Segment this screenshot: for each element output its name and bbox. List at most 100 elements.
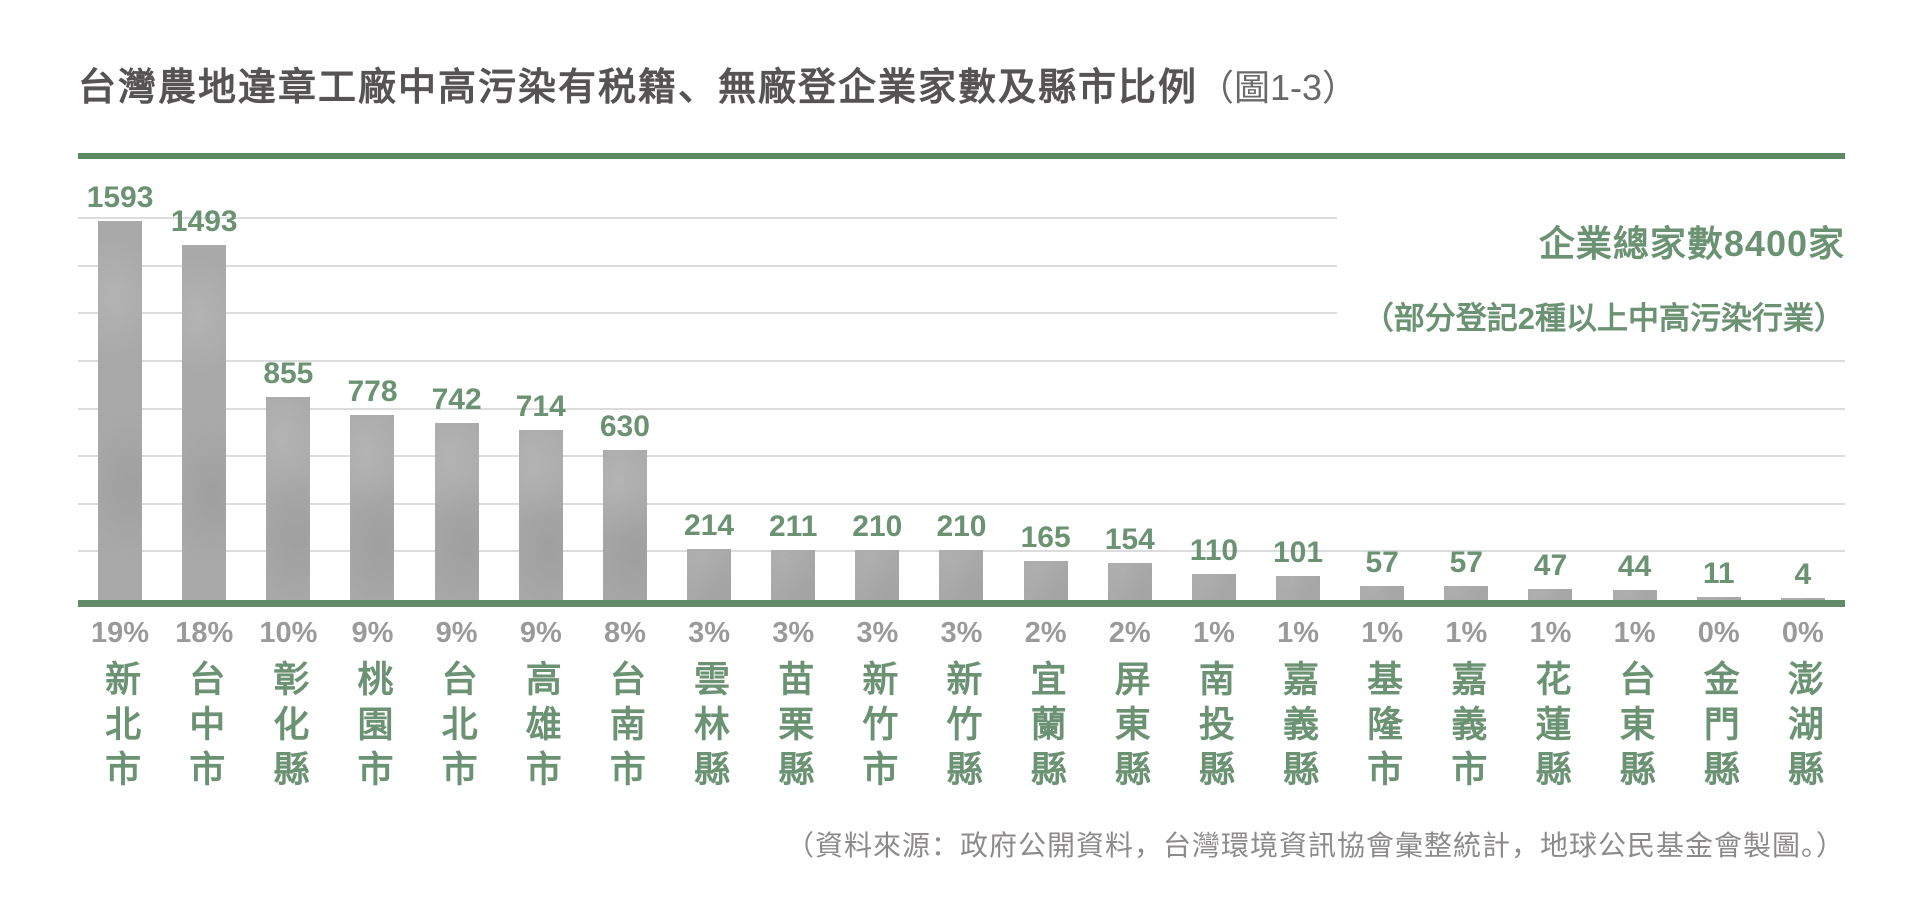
bar-group: 165 (1004, 159, 1088, 600)
category-label: 台南市 (604, 660, 646, 795)
bar-value-label: 154 (1104, 523, 1155, 557)
bar-group: 11 (1677, 159, 1761, 600)
bar-value-label: 1493 (170, 204, 238, 238)
percent-label: 2% (1108, 617, 1151, 649)
bar (687, 549, 732, 600)
category-row: 新北市 台中市 彰化縣 桃園市 台北市 高雄市 台南市 雲林縣 苗栗縣 新竹市 新竹縣 宜蘭縣 屏東縣南… (78, 660, 1845, 810)
category-cell: 新竹市 (835, 660, 919, 810)
category-label: 宜蘭縣 (1025, 660, 1067, 795)
bar (1444, 586, 1489, 600)
category-cell: 台南市 (583, 660, 667, 810)
gridline (78, 455, 1845, 458)
category-cell: 金門縣 (1677, 660, 1761, 810)
bar-value-label: 211 (768, 509, 818, 543)
bar (182, 244, 227, 600)
category-label: 雲林縣 (689, 660, 731, 795)
bar-group: 57 (1340, 159, 1424, 600)
bars-layer: 1593 1493 855 778 742 714 630 214 211 210 210 165 15… (78, 159, 1845, 600)
percent-label: 18% (175, 617, 234, 649)
category-label: 新竹縣 (941, 660, 983, 795)
bar-group: 4 (1761, 159, 1845, 600)
bar (1276, 575, 1321, 600)
bar-group: 44 (1593, 159, 1677, 600)
bar (350, 414, 395, 600)
category-cell: 宜蘭縣 (1004, 660, 1088, 810)
category-label: 台東縣 (1614, 660, 1656, 795)
category-label: 屏東縣 (1109, 660, 1151, 795)
category-cell: 桃園市 (330, 660, 414, 810)
source-note: （資料來源：政府公開資料，台灣環境資訊協會彙整統計，地球公民基金會製圖。） (785, 830, 1845, 861)
category-cell: 高雄市 (499, 660, 583, 810)
bar-value-label: 57 (1365, 546, 1399, 580)
percent-label: 1% (1361, 617, 1404, 649)
category-label: 嘉義縣 (1278, 660, 1320, 795)
bar (1023, 560, 1068, 600)
bar-group: 154 (1088, 159, 1172, 600)
gridline (78, 407, 1845, 410)
bar-value-label: 1593 (86, 180, 154, 214)
bar-value-label: 630 (599, 410, 650, 444)
percent-label: 1% (1445, 617, 1488, 649)
category-label: 台中市 (184, 660, 226, 795)
percent-label: 1% (1529, 617, 1572, 649)
bar-group: 47 (1508, 159, 1592, 600)
percent-label: 1% (1613, 617, 1656, 649)
bar-group: 57 (1424, 159, 1508, 600)
category-cell: 花蓮縣 (1508, 660, 1592, 810)
bar-group: 210 (835, 159, 919, 600)
percent-row: 19% 18% 10% 9% 9% 9% 8% 3% 3% 3% 3% 2% 2% 1% 1% 1% 1% 1% 1… (78, 617, 1845, 650)
bar-value-label: 11 (1702, 557, 1735, 591)
category-label: 新北市 (100, 660, 142, 795)
bar (434, 423, 479, 600)
bar (266, 396, 311, 600)
total-count-label: 企業總家數8400家 (1538, 223, 1845, 264)
bar-value-label: 778 (347, 374, 398, 408)
percent-label: 3% (688, 617, 731, 649)
category-cell: 彰化縣 (246, 660, 330, 810)
category-label: 花蓮縣 (1530, 660, 1572, 795)
bar-value-label: 714 (515, 390, 566, 424)
bar-group: 855 (246, 159, 330, 600)
category-label: 嘉義市 (1446, 660, 1488, 795)
category-cell: 雲林縣 (667, 660, 751, 810)
percent-label: 3% (940, 617, 983, 649)
figure-number-label: （圖1-3） (1198, 67, 1359, 108)
percent-label: 9% (351, 617, 394, 649)
bar-value-label: 4 (1794, 557, 1812, 591)
category-cell: 基隆市 (1340, 660, 1424, 810)
percent-label: 3% (856, 617, 899, 649)
category-label: 南投縣 (1193, 660, 1235, 795)
bar (1107, 563, 1152, 600)
bar-value-label: 855 (263, 356, 314, 390)
category-label: 澎湖縣 (1782, 660, 1824, 795)
bar-value-label: 165 (1020, 520, 1071, 554)
page-title: 台灣農地違章工廠中高污染有税籍、無廠登企業家數及縣市比例（圖1-3） (78, 56, 1845, 111)
bar-group: 110 (1172, 159, 1256, 600)
bar-value-label: 110 (1189, 533, 1239, 567)
bar (1696, 597, 1741, 600)
gridline (78, 217, 1845, 220)
bar-group: 1593 (78, 159, 162, 600)
bar (518, 430, 563, 600)
bar (1780, 597, 1825, 600)
bar (1528, 588, 1573, 600)
percent-label: 10% (259, 617, 318, 649)
bar-value-label: 742 (431, 383, 482, 417)
category-label: 新竹市 (857, 660, 899, 795)
chart-top-border (78, 153, 1845, 159)
category-label: 桃園市 (352, 660, 394, 795)
bar-group: 1493 (162, 159, 246, 600)
bar-value-label: 101 (1273, 535, 1324, 569)
percent-label: 0% (1697, 617, 1740, 649)
bar (939, 550, 984, 600)
percent-label: 3% (772, 617, 815, 649)
bar-group: 101 (1256, 159, 1340, 600)
bar (602, 450, 647, 600)
gridline (78, 312, 1845, 315)
gridline (78, 502, 1845, 505)
bar (1360, 586, 1405, 600)
x-axis-line (78, 600, 1845, 607)
bar-value-label: 47 (1533, 548, 1568, 582)
category-cell: 台中市 (162, 660, 246, 810)
